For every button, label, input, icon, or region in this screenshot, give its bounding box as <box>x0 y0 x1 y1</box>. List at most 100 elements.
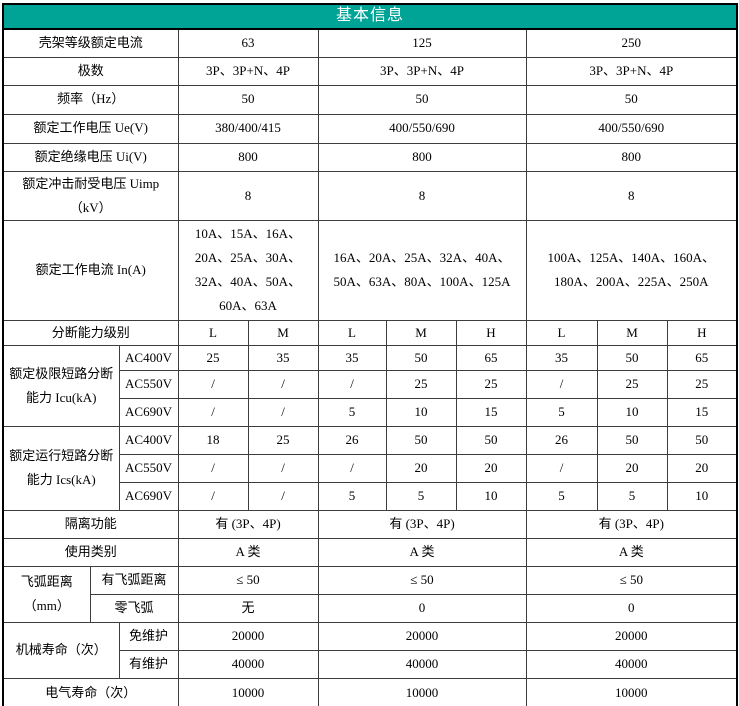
cell-value: 20 <box>666 453 738 483</box>
table-row: 额定工作电流 In(A) 10A、15A、16A、20A、25A、30A、32A、… <box>2 219 738 321</box>
cell-value: 0 <box>525 593 738 623</box>
cell-value: / <box>177 369 249 399</box>
row-sublabel: AC550V <box>118 453 179 483</box>
row-label: 飞弧距离（mm） <box>2 565 91 623</box>
cell-value: 10 <box>385 397 457 427</box>
cell-value: 25 <box>455 369 527 399</box>
table-row: 额定运行短路分断能力 Ics(kA) AC400V 18 25 26 50 50 26 50 50 <box>2 425 738 511</box>
cell-value: 50 <box>596 425 668 455</box>
row-sublabel: AC400V <box>118 344 179 371</box>
cell-value: / <box>525 369 598 399</box>
cell-value: 50 <box>385 425 457 455</box>
cell-value: 18 <box>177 425 249 455</box>
cell-value: 40000 <box>177 649 319 679</box>
cell-value: 0 <box>317 593 527 623</box>
cell-value: 26 <box>525 425 598 455</box>
cell-value: 10000 <box>317 677 527 706</box>
cell-value: 50 <box>525 84 738 115</box>
cell-value: / <box>247 397 319 427</box>
cell-value: 无 <box>177 593 319 623</box>
cell-value: 8 <box>317 170 527 221</box>
cell-value: 10000 <box>525 677 738 706</box>
cell-value: 15 <box>666 397 738 427</box>
cell-value: 20000 <box>525 621 738 651</box>
row-label: 使用类别 <box>2 537 179 567</box>
cell-value: 20 <box>385 453 457 483</box>
cell-value: 20 <box>455 453 527 483</box>
cell-value: 380/400/415 <box>177 113 319 144</box>
cell-value: 有 (3P、4P) <box>177 509 319 539</box>
table-row: 额定冲击耐受电压 Uimp （kV） 8 8 8 <box>2 170 738 221</box>
table-row: 额定工作电压 Ue(V) 380/400/415 400/550/690 400/55… <box>2 113 738 144</box>
cell-value: 10A、15A、16A、20A、25A、30A、32A、40A、50A、60A、… <box>177 219 319 321</box>
row-sublabel: 免维护 <box>118 621 179 651</box>
cell-value: / <box>525 453 598 483</box>
cell-value: / <box>247 481 319 511</box>
cell-value: 800 <box>317 142 527 172</box>
cell-value: 5 <box>525 397 598 427</box>
cell-value: 5 <box>596 481 668 511</box>
cell-value: H <box>666 319 738 346</box>
cell-value: 8 <box>177 170 319 221</box>
cell-value: L <box>177 319 249 346</box>
cell-value: 3P、3P+N、4P <box>177 56 319 86</box>
cell-value: 50 <box>455 425 527 455</box>
cell-value: 25 <box>666 369 738 399</box>
row-label: 额定工作电流 In(A) <box>2 219 179 321</box>
cell-value: / <box>247 369 319 399</box>
row-label: 额定运行短路分断能力 Ics(kA) <box>2 425 120 511</box>
cell-value: A 类 <box>177 537 319 567</box>
table-row: 零飞弧无 0 0 <box>3 593 738 623</box>
cell-value: 5 <box>385 481 457 511</box>
row-label: 电气寿命（次） <box>2 677 179 706</box>
cell-value: 26 <box>317 425 387 455</box>
cell-value: 50 <box>596 344 668 371</box>
table-row: 机械寿命（次） 免维护 20000 20000 20000 <box>2 621 738 679</box>
table-row: 飞弧距离（mm） 有飞弧距离 ≤ 50 ≤ 50 ≤ 50 <box>2 565 738 623</box>
cell-value: 100A、125A、140A、160A、180A、200A、225A、250A <box>525 219 738 321</box>
cell-value: 10 <box>596 397 668 427</box>
cell-value: / <box>317 369 387 399</box>
row-label: 极数 <box>2 56 179 86</box>
cell-value: 5 <box>317 481 387 511</box>
row-label: 额定工作电压 Ue(V) <box>2 113 179 144</box>
cell-value: M <box>596 319 668 346</box>
cell-value: L <box>317 319 387 346</box>
cell-value: L <box>525 319 598 346</box>
cell-value: 20 <box>596 453 668 483</box>
cell-value: / <box>177 397 249 427</box>
table-row: 额定绝缘电压 Ui(V) 800 800 800 <box>2 142 738 172</box>
cell-value: ≤ 50 <box>525 565 738 595</box>
cell-value: 250 <box>525 28 738 58</box>
cell-value: 20000 <box>177 621 319 651</box>
table-row: 电气寿命（次） 10000 10000 10000 <box>2 677 738 706</box>
cell-value: 400/550/690 <box>317 113 527 144</box>
cell-value: 10000 <box>177 677 319 706</box>
cell-value: 25 <box>385 369 457 399</box>
table-row: 额定极限短路分断能力 Icu(kA) AC400V 25 35 35 50 65 35 50 65 <box>2 344 738 427</box>
cell-value: 5 <box>525 481 598 511</box>
cell-value: 400/550/690 <box>525 113 738 144</box>
cell-value: 50 <box>666 425 738 455</box>
table-row: AC550V / //25 25/25 25 <box>3 369 738 399</box>
cell-value: 15 <box>455 397 527 427</box>
cell-value: M <box>385 319 457 346</box>
table-row: 频率（Hz） 50 50 50 <box>2 84 738 115</box>
row-label: 额定极限短路分断能力 Icu(kA) <box>2 344 120 427</box>
cell-value: 65 <box>455 344 527 371</box>
table-title: 基本信息 <box>2 3 738 30</box>
cell-value: H <box>455 319 527 346</box>
cell-value: 50 <box>177 84 319 115</box>
row-sublabel: 有飞弧距离 <box>89 565 179 595</box>
row-label: 机械寿命（次） <box>2 621 120 679</box>
table-row: 极数 3P、3P+N、4P 3P、3P+N、4P 3P、3P+N、4P <box>2 56 738 86</box>
cell-value: 40000 <box>317 649 527 679</box>
row-sublabel: 零飞弧 <box>89 593 179 623</box>
table-header-row: 基本信息 <box>2 3 738 30</box>
cell-value: / <box>317 453 387 483</box>
cell-value: ≤ 50 <box>177 565 319 595</box>
row-label: 额定绝缘电压 Ui(V) <box>2 142 179 172</box>
cell-value: 16A、20A、25A、32A、40A、50A、63A、80A、100A、125… <box>317 219 527 321</box>
row-sublabel: AC400V <box>118 425 179 455</box>
